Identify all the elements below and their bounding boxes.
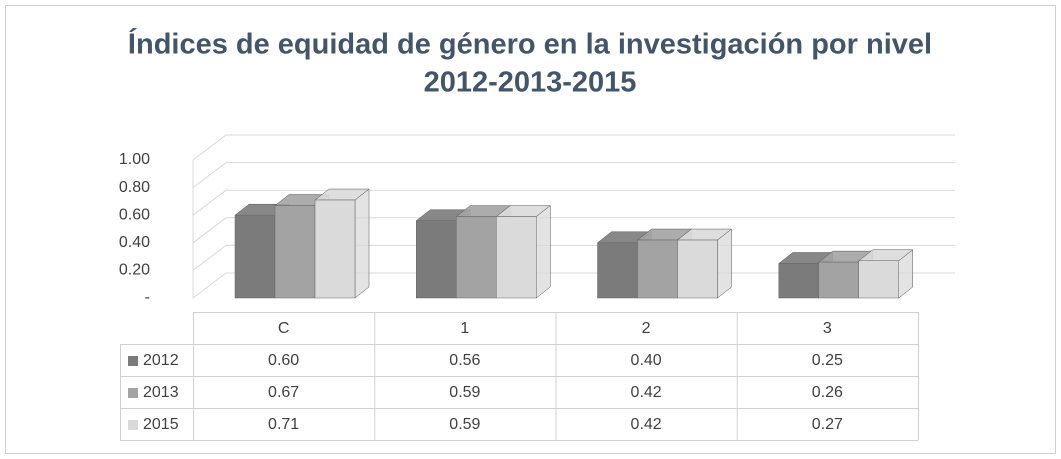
legend-label: 2015 [143,416,179,433]
bar-side [354,188,370,299]
grid-line [192,134,955,161]
data-label: 0.59 [449,416,480,433]
chart-subtitle: 2012-2013-2015 [424,67,637,99]
y-tick-label: 1.00 [119,151,150,168]
y-tick-label: 0.60 [119,206,150,223]
y-tick-label: 0.20 [119,262,150,279]
data-label: 0.26 [812,384,843,401]
data-label: 0.40 [631,352,662,369]
y-tick-label: 0.80 [119,179,150,196]
data-label: 0.42 [631,384,662,401]
bar [416,220,457,299]
data-label: 0.42 [631,416,662,433]
grid-line [192,217,955,244]
x-tick-label: 2 [642,320,651,337]
legend-swatch [128,388,138,398]
legend-label: 2012 [143,352,179,369]
legend-swatch [128,356,138,366]
chart-title: Índices de equidad de género en la inves… [128,27,932,61]
data-label: 0.71 [268,416,299,433]
x-tick-label: 1 [460,320,469,337]
bar [677,239,718,299]
legend-label: 2013 [143,384,179,401]
bar [314,199,356,299]
bar [858,260,899,299]
x-tick-label: 3 [823,320,832,337]
bar [274,205,316,299]
bar [637,239,678,299]
data-label: 0.59 [449,384,480,401]
legend-swatch [128,420,138,430]
bar [597,242,638,299]
data-label: 0.67 [268,384,299,401]
data-label: 0.25 [812,352,843,369]
grid-line [192,162,955,188]
bar [818,261,859,299]
bar-side [536,205,551,299]
bar-side [717,228,732,299]
bar [778,263,819,299]
y-tick-label: 0.40 [119,234,150,251]
data-label: 0.27 [812,416,843,433]
bar [234,214,276,299]
data-label: 0.60 [268,352,299,369]
y-tick-label: - [145,289,150,306]
x-tick-label: C [278,320,290,337]
data-label: 0.56 [449,352,480,369]
bar [496,216,537,299]
grid-line [192,189,955,216]
bar [456,216,497,299]
